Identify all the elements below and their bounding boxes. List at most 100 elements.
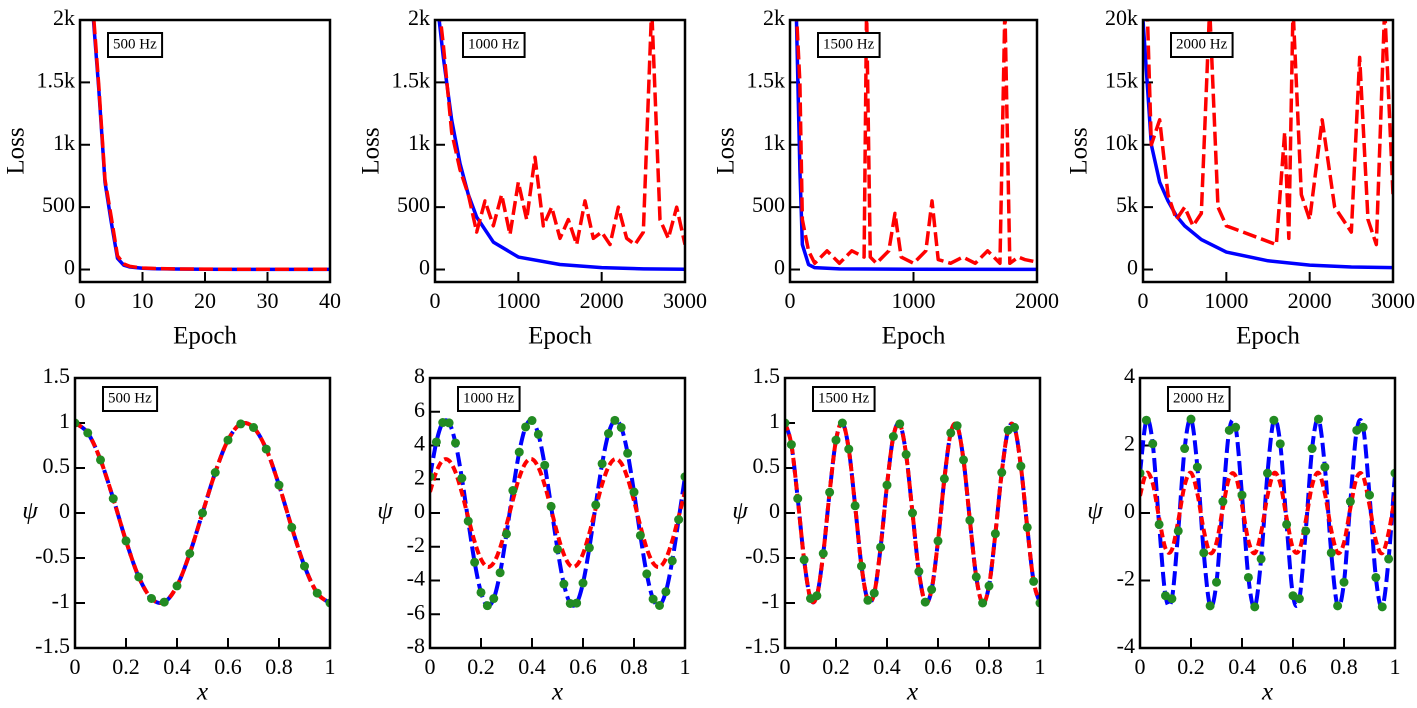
y-tick-label: 2 bbox=[1124, 431, 1135, 456]
annotation: 1000 Hz bbox=[468, 36, 520, 52]
plot-frame bbox=[783, 376, 1042, 650]
x-tick-label: 1000 bbox=[892, 288, 936, 313]
x-tick-label: 1000 bbox=[1204, 288, 1248, 313]
marker bbox=[661, 587, 671, 597]
plot-area bbox=[75, 418, 330, 608]
panel: -4 -2 0 2 4 0 0.2 0.4 0.6 0.8 1 2000 Hz x ψ bbox=[1087, 363, 1400, 706]
y-tick-label: 1.5 bbox=[43, 363, 71, 388]
y-axis-label: ψ bbox=[22, 498, 38, 525]
y-tick-label: 10k bbox=[1105, 130, 1138, 155]
marker bbox=[844, 444, 854, 454]
marker bbox=[990, 529, 1000, 539]
marker bbox=[159, 597, 169, 607]
x-tick-label: 1 bbox=[1035, 654, 1046, 679]
marker bbox=[1218, 497, 1228, 507]
marker bbox=[1199, 548, 1209, 558]
marker bbox=[648, 594, 658, 604]
y-tick-label: 0.5 bbox=[753, 453, 781, 478]
annotation: 1000 Hz bbox=[463, 390, 515, 406]
marker bbox=[1167, 594, 1177, 604]
y-tick-label: 20k bbox=[1105, 5, 1138, 30]
marker bbox=[642, 569, 652, 579]
marker bbox=[287, 522, 297, 532]
annotation: 2000 Hz bbox=[1173, 390, 1225, 406]
y-tick-label: -6 bbox=[407, 599, 425, 624]
marker bbox=[1345, 497, 1355, 507]
x-tick-label: 0 bbox=[780, 654, 791, 679]
marker bbox=[604, 429, 613, 439]
y-axis-label: Loss bbox=[713, 127, 740, 174]
x-axis-label: x bbox=[906, 679, 918, 706]
plot-frame bbox=[78, 18, 332, 284]
y-tick-label: 0.5 bbox=[43, 453, 71, 478]
annotation: 500 Hz bbox=[108, 390, 152, 406]
marker bbox=[927, 585, 937, 594]
x-tick-label: 0.2 bbox=[112, 654, 140, 679]
x-tick-label: 0.4 bbox=[518, 654, 546, 679]
y-tick-label: -4 bbox=[407, 566, 425, 591]
annotation: 2000 Hz bbox=[1176, 36, 1228, 52]
marker bbox=[1307, 444, 1317, 454]
marker bbox=[185, 549, 195, 558]
x-tick-label: 0.4 bbox=[873, 654, 901, 679]
y-tick-label: 1k bbox=[408, 130, 430, 155]
y-tick-label: 1.5 bbox=[753, 363, 781, 388]
x-tick-label: 20 bbox=[194, 288, 216, 313]
marker bbox=[1301, 526, 1311, 536]
plot-area bbox=[430, 415, 685, 611]
x-tick-label: 0.8 bbox=[975, 654, 1003, 679]
marker bbox=[96, 455, 105, 465]
marker bbox=[946, 428, 956, 438]
plot-frame bbox=[433, 18, 687, 284]
y-tick-label: 1.5k bbox=[392, 67, 431, 92]
marker bbox=[223, 435, 233, 445]
marker bbox=[533, 429, 543, 439]
marker bbox=[1282, 519, 1292, 529]
x-tick-label: 0.6 bbox=[569, 654, 597, 679]
x-axis-label: x bbox=[551, 679, 563, 706]
y-tick-label: 500 bbox=[397, 192, 430, 217]
y-tick-label: 2k bbox=[763, 5, 785, 30]
marker bbox=[616, 422, 626, 432]
marker bbox=[1256, 554, 1266, 564]
x-tick-label: 0 bbox=[75, 288, 86, 313]
marker bbox=[1231, 422, 1241, 432]
marker bbox=[591, 500, 601, 510]
marker bbox=[1016, 461, 1026, 471]
marker bbox=[1377, 602, 1387, 612]
marker bbox=[1371, 572, 1381, 582]
y-axis-label: Loss bbox=[358, 127, 385, 174]
marker bbox=[1180, 444, 1190, 454]
marker bbox=[1192, 462, 1202, 472]
y-tick-label: 0 bbox=[59, 498, 70, 523]
marker bbox=[978, 598, 988, 608]
marker bbox=[540, 460, 550, 470]
marker bbox=[1186, 414, 1196, 424]
marker bbox=[1212, 577, 1221, 587]
y-tick-label: 1.5k bbox=[37, 67, 76, 92]
marker bbox=[1263, 468, 1272, 478]
marker bbox=[1243, 572, 1253, 582]
marker bbox=[674, 515, 684, 525]
x-tick-label: 0.8 bbox=[265, 654, 293, 679]
marker bbox=[521, 422, 531, 432]
y-tick-label: 1k bbox=[53, 130, 75, 155]
y-axis-label: ψ bbox=[1087, 498, 1103, 525]
x-tick-label: 3000 bbox=[663, 288, 707, 313]
marker bbox=[274, 480, 284, 490]
plot-area bbox=[1140, 414, 1395, 612]
marker bbox=[831, 435, 841, 445]
marker bbox=[463, 516, 473, 526]
y-tick-label: 0 bbox=[1127, 255, 1138, 280]
y-tick-label: -8 bbox=[407, 633, 425, 658]
marker bbox=[952, 421, 962, 431]
marker bbox=[198, 508, 207, 518]
y-tick-label: 500 bbox=[42, 192, 75, 217]
panel: -1.5 -1 -0.5 0 0.5 1 1.5 0 0.2 0.4 0.6 0.8 1 500 Hz x ψ bbox=[22, 363, 335, 706]
marker bbox=[876, 542, 886, 552]
y-tick-label: 2k bbox=[408, 5, 430, 30]
series-line bbox=[1140, 416, 1395, 610]
plot-area bbox=[437, 20, 685, 272]
plot-frame bbox=[788, 18, 1039, 284]
annotation-box bbox=[1170, 32, 1234, 58]
